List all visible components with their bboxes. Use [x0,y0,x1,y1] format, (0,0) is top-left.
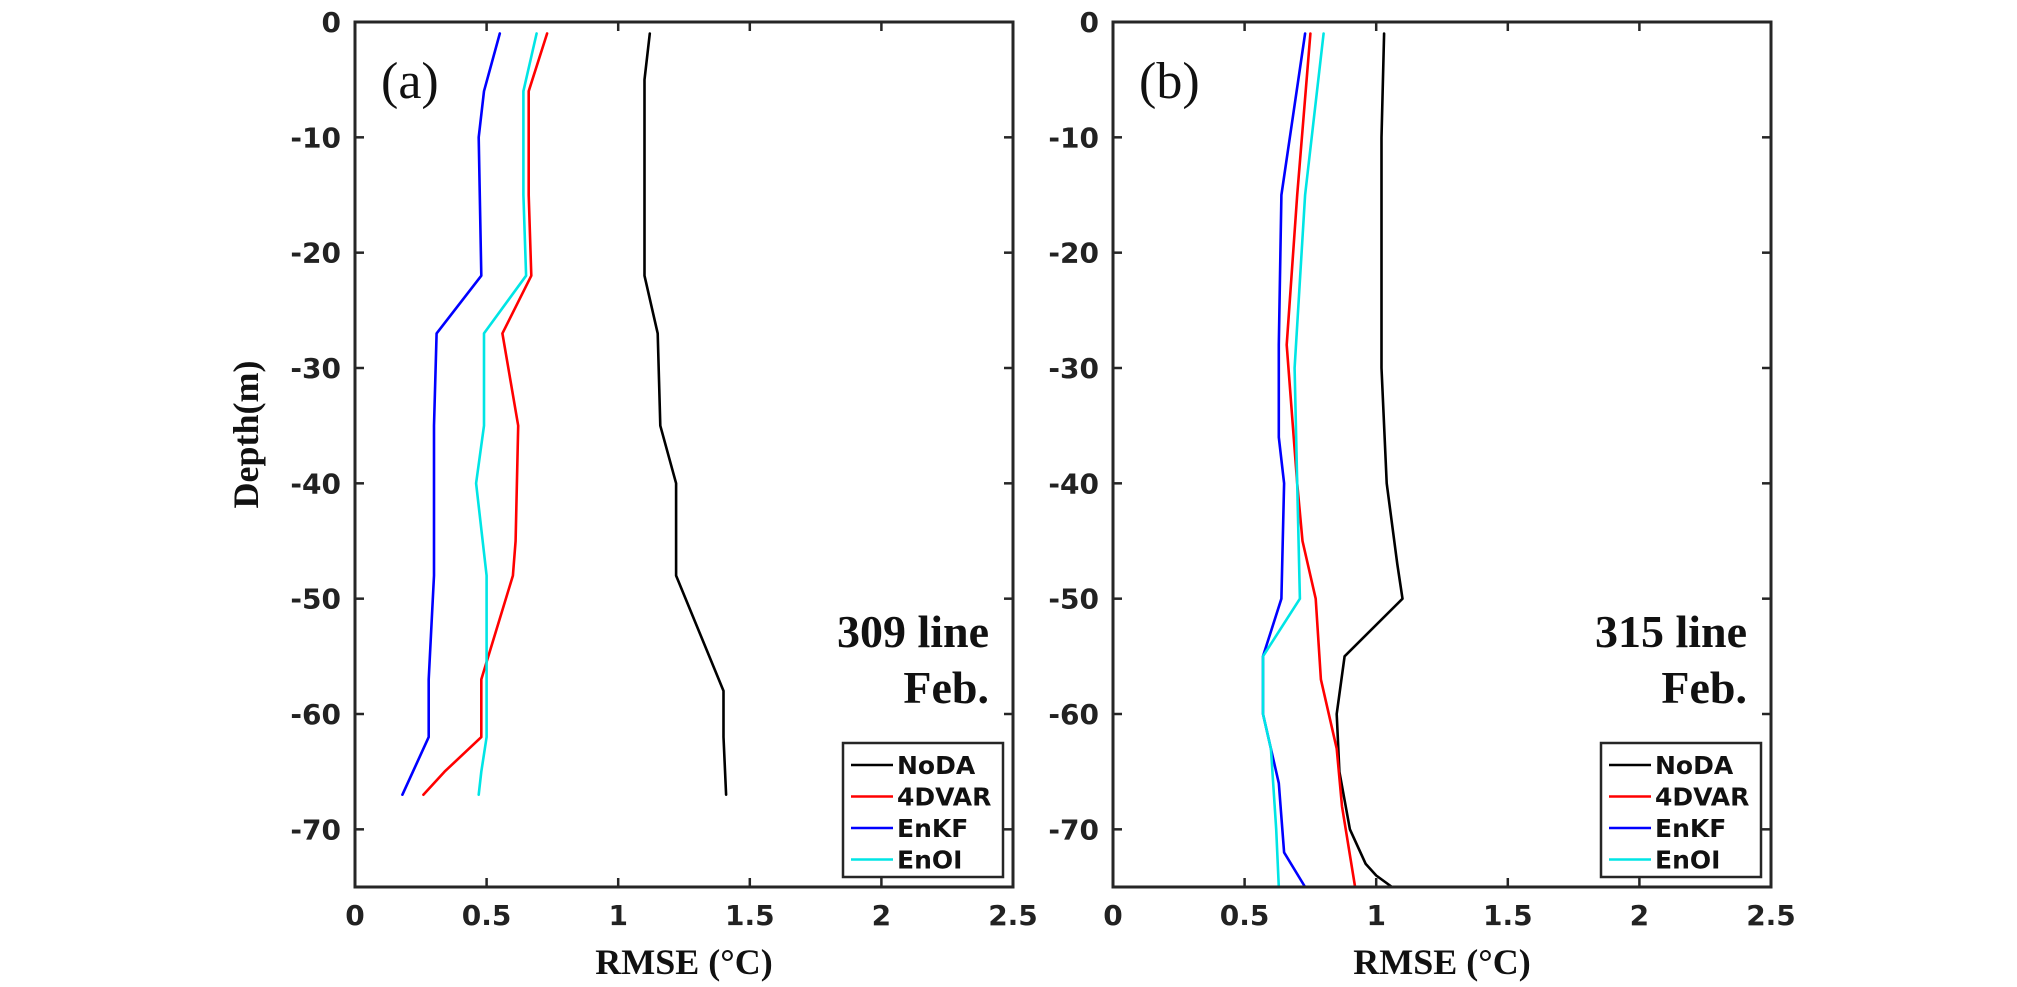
x-tick-label-a: 1.5 [725,899,775,932]
series-line-4dvar-a [422,32,549,797]
y-tick-label-a: -30 [290,352,341,385]
y-tick-label-b: -70 [1048,813,1099,846]
chart-panel-a: 0 0.5 1 1.5 2 2.5 0 -10 -20 -30 -40 -50 -60 -70 RMSE (… [226,6,1038,982]
x-tick-label-b: 1 [1366,899,1385,932]
y-tick-label-b: 0 [1080,6,1099,39]
y-tick-label-b: -40 [1048,467,1099,500]
y-tick-label-a: -60 [290,698,341,731]
y-tick-label-a: -20 [290,237,341,270]
legend-label-enkf-a: EnKF [897,814,968,843]
legend-label-noda-a: NoDA [897,751,976,780]
x-tick-label-a: 2.5 [988,899,1038,932]
y-tick-label-b: -30 [1048,352,1099,385]
y-axis-label-a: Depth(m) [226,361,266,509]
series-line-4dvar-b [1285,32,1357,889]
x-tick-label-b: 0 [1103,899,1122,932]
series-line-enoi-a [474,32,538,797]
annotation-line-b: 315 line [1595,606,1747,657]
legend-label-enkf-b: EnKF [1655,814,1726,843]
x-tick-label-a: 2 [872,899,891,932]
x-tick-label-a: 0 [345,899,364,932]
x-tick-label-b: 0.5 [1220,899,1270,932]
x-tick-label-b: 2.5 [1746,899,1796,932]
annotation-line-a: Feb. [903,662,989,713]
plot-frame-a [353,20,1015,889]
legend-label-noda-b: NoDA [1655,751,1734,780]
x-tick-label-b: 1.5 [1483,899,1533,932]
series-line-enkf-b [1261,32,1307,889]
panel-label-b: (b) [1139,53,1200,110]
series-line-enkf-a [401,32,502,797]
panel-label-a: (a) [381,53,439,110]
y-tick-label-a: -10 [290,121,341,154]
annotation-line-b: Feb. [1661,662,1747,713]
x-axis-label-a: RMSE (°C) [595,942,772,982]
chart-panel-b: 0 0.5 1 1.5 2 2.5 0 -10 -20 -30 -40 -50 -60 -70 RMSE (… [1048,6,1795,982]
y-tick-label-b: -60 [1048,698,1099,731]
y-tick-label-a: -40 [290,467,341,500]
x-tick-label-a: 1 [608,899,627,932]
plot-frame-b [1111,20,1773,889]
legend-label-4dvar-a: 4DVAR [897,783,991,812]
series-line-noda-a [643,32,728,797]
legend-label-4dvar-b: 4DVAR [1655,783,1749,812]
legend-label-enoi-a: EnOI [897,846,962,875]
x-tick-label-a: 0.5 [462,899,512,932]
annotation-line-a: 309 line [837,606,989,657]
x-tick-label-b: 2 [1630,899,1649,932]
series-line-enoi-b [1261,32,1325,889]
y-tick-label-a: 0 [322,6,341,39]
x-axis-label-b: RMSE (°C) [1353,942,1530,982]
panels: 0 0.5 1 1.5 2 2.5 0 -10 -20 -30 -40 -50 -60 -70 RMSE (… [226,6,1796,982]
y-tick-label-a: -50 [290,583,341,616]
y-tick-label-b: -20 [1048,237,1099,270]
legend-label-enoi-b: EnOI [1655,846,1720,875]
y-tick-label-b: -10 [1048,121,1099,154]
y-tick-label-a: -70 [290,813,341,846]
y-tick-label-b: -50 [1048,583,1099,616]
series-line-noda-b [1335,32,1404,889]
